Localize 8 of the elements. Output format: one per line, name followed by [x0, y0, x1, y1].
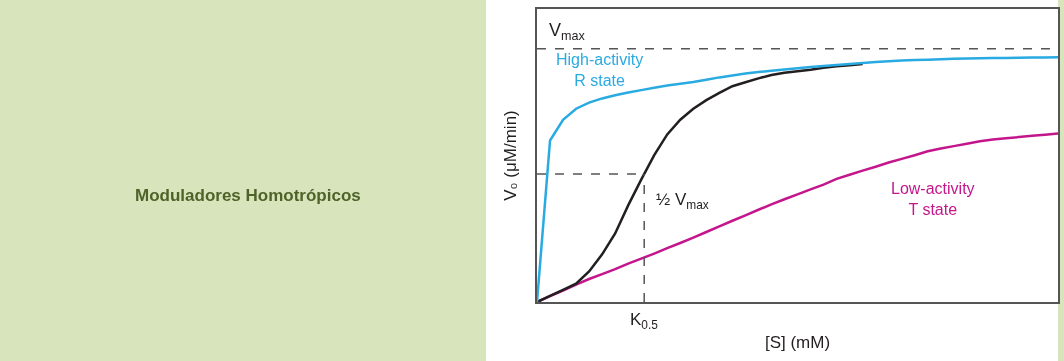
text: Moduladores Homotrópicos [135, 185, 361, 205]
ref-line-label: ½ V$_{max}$ [656, 190, 709, 212]
x-axis-title: [S] (mM) [764, 333, 831, 353]
y-axis-title: V₀ (μM/min) [501, 110, 521, 201]
text: K$_{0.5}$ [630, 310, 659, 332]
series-label: High-activity R state [556, 51, 644, 89]
ref-line-label: V$_{max}$ [549, 20, 586, 43]
series-label: Low-activity T state [891, 180, 975, 218]
